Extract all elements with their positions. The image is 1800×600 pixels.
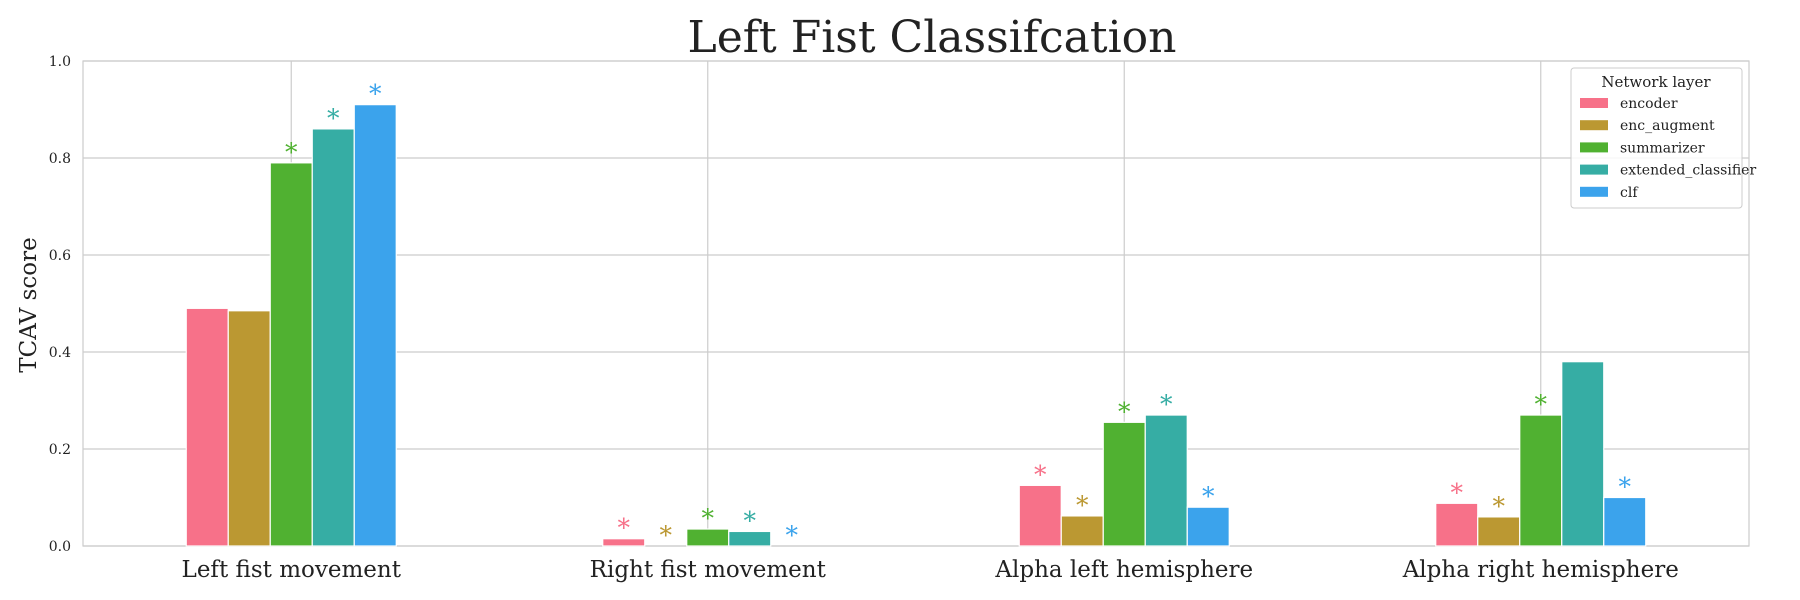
bar <box>1435 502 1479 547</box>
significance-marker: * <box>1493 492 1506 521</box>
significance-marker: * <box>1118 397 1131 426</box>
legend-swatch <box>1580 98 1608 108</box>
bar <box>1477 516 1521 547</box>
significance-marker: * <box>618 514 631 543</box>
x-tick-label: Alpha right hemisphere <box>1402 557 1679 583</box>
y-tick-label: 0.2 <box>49 442 71 458</box>
x-tick-label: Right fist movement <box>590 557 827 583</box>
chart-title: Left Fist Classifcation <box>687 12 1176 63</box>
significance-marker: * <box>285 138 298 167</box>
significance-marker: * <box>702 504 715 533</box>
legend-label: extended_classifier <box>1620 163 1756 179</box>
x-tick-label: Alpha left hemisphere <box>994 557 1253 583</box>
legend-label: summarizer <box>1620 140 1705 156</box>
bar <box>1186 506 1230 547</box>
legend-swatch <box>1580 186 1608 197</box>
significance-marker: * <box>786 521 799 550</box>
bar <box>1144 414 1188 547</box>
bar <box>1603 496 1647 547</box>
legend-box <box>1570 67 1743 209</box>
y-tick-label: 1.0 <box>49 54 71 70</box>
legend-title: Network layer <box>1601 73 1711 91</box>
legend-swatch <box>1580 120 1608 131</box>
bar <box>269 162 313 547</box>
significance-marker: * <box>327 104 340 133</box>
legend-entries: encoder enc_augment summarizer extended_cla… <box>1580 96 1756 201</box>
bar <box>311 128 355 547</box>
significance-marker: * <box>660 521 673 550</box>
significance-marker: * <box>1076 491 1089 520</box>
legend-label: encoder <box>1620 96 1678 112</box>
bar <box>1060 515 1104 547</box>
bar <box>602 538 646 547</box>
bar <box>1018 484 1062 547</box>
bar <box>185 307 229 547</box>
y-tick-label: 0.0 <box>49 539 71 555</box>
significance-marker: * <box>1619 473 1632 502</box>
x-tick-label: Left fist movement <box>182 557 402 583</box>
significance-marker: * <box>1202 482 1215 511</box>
bar <box>353 104 397 547</box>
significance-marker: * <box>1034 460 1047 489</box>
y-tick-label: 0.6 <box>49 248 71 264</box>
significance-marker: * <box>369 80 382 109</box>
y-axis-label: TCAV score <box>16 237 42 372</box>
significance-marker: * <box>1160 390 1173 419</box>
y-tick-label: 0.8 <box>49 151 71 167</box>
legend-swatch <box>1580 142 1608 153</box>
y-tick-labels: 0.0 0.2 0.4 0.6 0.8 1.0 <box>49 54 71 555</box>
significance-marker: * <box>1451 478 1464 507</box>
bar <box>227 310 271 547</box>
legend-label: enc_augment <box>1620 118 1715 134</box>
x-tick-labels: Left fist movement Right fist movement Alp… <box>182 557 1679 583</box>
legend-label: clf <box>1620 185 1639 201</box>
significance-markers: * * * * * * * * * * * * * * * * * <box>285 80 1632 550</box>
bar <box>728 530 772 547</box>
legend-swatch <box>1580 164 1608 175</box>
bar <box>1519 414 1563 547</box>
y-tick-label: 0.4 <box>49 345 71 361</box>
bar <box>1102 421 1146 547</box>
bar <box>1561 361 1605 547</box>
significance-marker: * <box>1535 390 1548 419</box>
bars <box>185 104 1647 547</box>
significance-marker: * <box>744 506 757 535</box>
legend: Network layer encoder enc_augment summariz… <box>1570 67 1756 209</box>
